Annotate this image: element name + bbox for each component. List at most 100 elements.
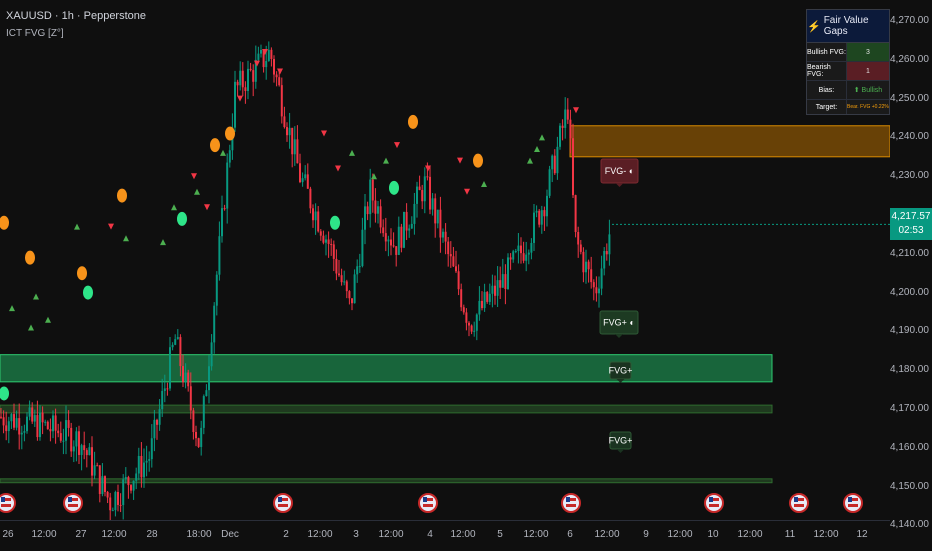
indicator-title[interactable]: ICT FVG [Z°] [6, 28, 64, 39]
candle-body [384, 233, 387, 242]
candle-body [54, 415, 57, 431]
candle-body [598, 288, 600, 294]
candle-body [527, 252, 530, 255]
candle-body [538, 210, 541, 225]
candle-body [361, 229, 364, 267]
fvg-row-bias: Bias: ⬆ Bullish [807, 81, 889, 100]
bearish-signal-icon [277, 68, 283, 75]
candle-body [291, 127, 294, 155]
candle-body [353, 274, 356, 304]
time-tick: 12:00 [667, 529, 693, 540]
candle-body [325, 239, 327, 243]
candle-body [525, 254, 528, 261]
candle-body [455, 266, 457, 272]
candle-body [304, 174, 307, 179]
bearish-signal-icon [457, 157, 463, 164]
candle-body [603, 251, 606, 269]
fvg-panel-header: ⚡ Fair Value Gaps [807, 10, 889, 43]
candle-body [421, 189, 424, 202]
us-flag-icon [789, 493, 809, 513]
candle-body [314, 211, 317, 221]
candle-body [439, 209, 442, 238]
orange-dot [117, 188, 127, 203]
bearish-signal-icon [425, 165, 431, 172]
candle-body [257, 53, 260, 60]
candle-body [104, 476, 106, 492]
candle-body [338, 273, 340, 276]
candle-body [587, 261, 590, 270]
price-axis[interactable]: 4,270.00 4,260.00 4,250.00 4,240.00 4,230.00… [890, 0, 932, 550]
candle-body [273, 58, 275, 75]
candle-body [236, 81, 239, 86]
candle-body [249, 68, 252, 71]
candle-body [254, 59, 257, 82]
candle-body [283, 116, 286, 128]
candle-body [345, 281, 348, 292]
candle-body [91, 447, 93, 476]
fvg-row-target: Target: Bear. FVG +0.22% [807, 100, 889, 114]
candle-body [218, 236, 221, 275]
price-chart[interactable]: FVG- ◐ FVG+ ◐ FVG+ FVG+ [0, 0, 890, 520]
candle-body [226, 162, 229, 209]
bullish-signal-icon [220, 149, 226, 156]
price-tick: 4,200.00 [890, 286, 929, 298]
fvg-row-value: ⬆ Bullish [853, 87, 883, 94]
us-flag-icon [0, 493, 16, 513]
candle-body [462, 307, 465, 313]
candle-body [28, 407, 31, 417]
time-tick: 12:00 [594, 529, 620, 540]
candle-body [31, 407, 34, 422]
candle-body [49, 429, 52, 432]
candle-body [488, 293, 491, 302]
candle-body [546, 195, 548, 217]
time-tick: 18:00 [186, 529, 212, 540]
candle-body [15, 418, 18, 428]
candle-body [83, 445, 86, 451]
candle-body [192, 410, 195, 432]
candle-body [460, 289, 463, 308]
chart-area[interactable]: FVG- ◐ FVG+ ◐ FVG+ FVG+ XAUUSD · 1h · Peppe… [0, 0, 890, 520]
bullish-signal-icon [160, 239, 166, 246]
candle-body [20, 432, 23, 435]
candle-body [117, 491, 119, 505]
candle-body [265, 61, 268, 68]
candle-body [59, 433, 62, 441]
candle-body [561, 125, 564, 128]
candle-body [533, 212, 535, 243]
bullish-fvg-zone [0, 354, 773, 383]
candle-body [486, 292, 489, 302]
candle-body [543, 210, 546, 217]
candle-body [397, 226, 400, 255]
bullish-signal-icon [539, 134, 545, 141]
candle-body [410, 223, 413, 229]
candle-body [522, 253, 525, 261]
time-axis[interactable]: 26 12:00 27 12:00 28 18:00 Dec 2 12:00 3 12:00 4 12:… [0, 520, 890, 551]
price-tick: 4,150.00 [890, 480, 929, 492]
candle-body [288, 127, 291, 136]
candle-body [182, 366, 184, 383]
candle-body [275, 74, 278, 78]
candle-body [244, 87, 247, 91]
candle-body [67, 420, 70, 428]
candle-body [395, 246, 398, 255]
candle-body [379, 206, 382, 228]
candle-body [309, 188, 312, 209]
candle-body [423, 176, 426, 202]
time-tick: 12:00 [31, 529, 57, 540]
symbol-title[interactable]: XAUUSD · 1h · Pepperstone [6, 10, 147, 22]
candle-body [332, 244, 335, 259]
candle-body [517, 245, 520, 252]
candle-body [93, 465, 96, 476]
green-dot [83, 285, 93, 300]
candle-body [330, 244, 333, 246]
time-tick: 12:00 [307, 529, 333, 540]
us-flag-icon [273, 493, 293, 513]
candle-body [286, 127, 288, 136]
candle-body [169, 347, 171, 389]
candle-body [566, 109, 569, 120]
candle-body [124, 476, 127, 480]
candle-body [262, 49, 265, 68]
bullish-signal-icon [534, 146, 540, 153]
us-flag-icon [704, 493, 724, 513]
candle-body [62, 440, 65, 442]
